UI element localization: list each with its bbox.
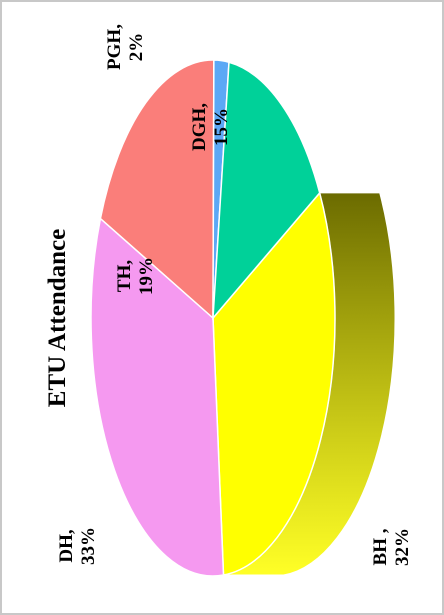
slice-dh: [90, 217, 225, 577]
slice-label-dh: DH,33%: [56, 527, 99, 565]
slice-label-pgh: PGH,2%: [104, 24, 147, 70]
slice-bh: [212, 191, 336, 576]
slice-label-th: TH,19%: [114, 257, 157, 295]
pie-slices: [90, 59, 336, 577]
slice-labels: BH ,32% DH,33% TH,19% PGH,2% DGH,15%: [56, 24, 413, 566]
slice-dgh: [212, 61, 321, 321]
slice-label-dgh: DGH,15%: [189, 103, 232, 151]
slice-label-bh: BH ,32%: [370, 528, 413, 566]
slice-th: [99, 59, 215, 320]
chart-title: ETU Attendance: [44, 229, 71, 407]
